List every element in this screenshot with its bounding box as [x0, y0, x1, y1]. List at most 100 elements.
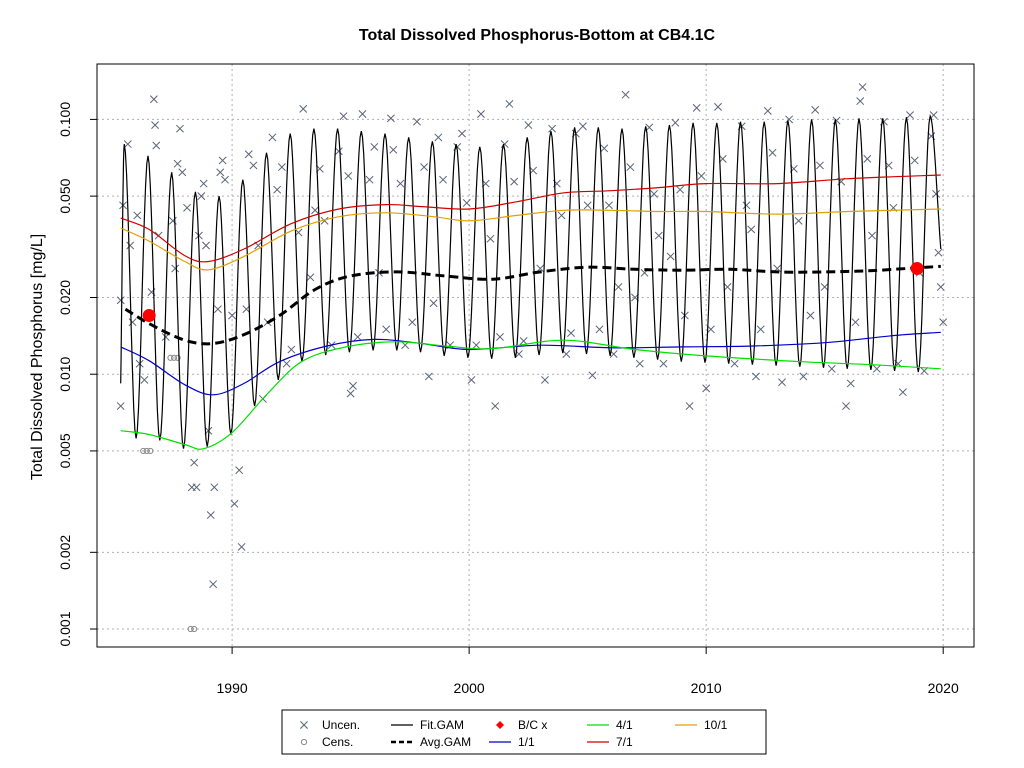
uncen-point [149, 95, 158, 104]
uncen-point [626, 163, 635, 172]
legend-label: 7/1 [616, 735, 633, 749]
uncen-point [763, 106, 772, 115]
legend-item: B/C x [496, 718, 547, 732]
uncen-point [389, 145, 398, 154]
uncen-point [311, 206, 320, 215]
x-tick-label: 2020 [928, 680, 959, 696]
y-tick-label: 0.001 [57, 611, 73, 646]
uncen-point [742, 201, 751, 210]
uncen-point [730, 359, 739, 368]
legend-item: 1/1 [489, 735, 535, 749]
legend-label: 4/1 [616, 718, 633, 732]
uncen-point [202, 241, 210, 250]
uncen-point [192, 483, 201, 492]
uncen-point [614, 283, 623, 291]
cens-point [167, 354, 174, 361]
uncen-point [600, 144, 609, 153]
uncen-point [408, 318, 417, 327]
uncen-point [277, 163, 286, 172]
legend-label: Avg.GAM [420, 735, 471, 749]
legend-item: Uncen. [300, 718, 360, 732]
uncen-point [128, 318, 137, 327]
uncen-point [939, 318, 948, 327]
legend-x-marker-icon [300, 721, 308, 729]
uncen-point [346, 389, 355, 398]
uncen-point [832, 116, 841, 125]
uncen-point [306, 273, 315, 282]
uncen-point [856, 97, 865, 106]
uncen-point [197, 192, 206, 201]
legend-item: 10/1 [675, 718, 728, 732]
legend-label: Fit.GAM [420, 718, 464, 732]
axes: 1990 2000 2010 2020 0.001 0.002 0.005 0.010 0.02… [57, 102, 959, 696]
uncen-point [858, 83, 867, 91]
uncen-point [210, 483, 219, 492]
uncen-point [320, 216, 329, 225]
grid [97, 64, 974, 647]
x-tick-label: 2010 [691, 680, 722, 696]
uncen-point [692, 103, 701, 112]
x-tick-label: 1990 [217, 680, 248, 696]
uncen-point [126, 241, 135, 250]
uncen-point [429, 299, 438, 308]
bc-point [910, 261, 924, 275]
uncen-point [213, 305, 222, 314]
y-tick-label: 0.005 [57, 433, 73, 468]
y-tick-label: 0.002 [57, 535, 73, 570]
uncen-point [218, 156, 227, 165]
uncen-point [650, 189, 658, 198]
uncen-point [228, 311, 237, 320]
uncen-point [621, 90, 630, 99]
legend-item: 4/1 [587, 718, 633, 732]
uncen-point [116, 402, 125, 411]
uncen-point [751, 372, 760, 381]
legend-label: Uncen. [322, 718, 360, 732]
uncen-point [898, 388, 907, 397]
uncen-point [235, 466, 244, 475]
uncen-point [268, 133, 277, 142]
uncen-point [282, 359, 291, 368]
uncen-point [386, 114, 395, 123]
uncen-point [851, 318, 860, 327]
uncen-point [635, 359, 644, 368]
uncen-point [510, 177, 519, 186]
uncen-point [178, 168, 187, 177]
uncen-point [365, 175, 374, 184]
uncen-point [794, 216, 803, 225]
seasonal-line-7-1 [120, 174, 941, 263]
uncen-point [756, 325, 765, 334]
uncen-point [424, 372, 433, 381]
uncen-point [936, 283, 945, 291]
uncen-point [524, 121, 533, 130]
uncen-point [244, 150, 253, 159]
legend-label: 1/1 [518, 735, 535, 749]
uncen-point [702, 384, 711, 393]
uncen-point [190, 458, 199, 467]
uncen-point [583, 201, 592, 210]
cens-point [147, 447, 154, 455]
uncen-point [605, 201, 613, 210]
seasonal-line-1-1 [120, 331, 941, 396]
legend-item: Avg.GAM [391, 735, 471, 749]
legend-label: Cens. [322, 735, 353, 749]
uncen-point [472, 341, 481, 350]
fit-gam-line [120, 113, 942, 449]
uncen-point [339, 112, 348, 121]
bc-point [142, 308, 156, 322]
uncen-point [815, 161, 824, 170]
uncen-point [820, 283, 829, 291]
uncen-point [557, 211, 566, 220]
avg-gam-line [124, 264, 941, 346]
chart-title: Total Dissolved Phosphorus-Bottom at CB4… [359, 27, 716, 44]
uncen-point [413, 117, 421, 126]
uncen-point [439, 175, 448, 184]
cens-point [191, 625, 198, 633]
uncen-point [176, 124, 184, 133]
uncen-point [706, 325, 715, 334]
uncen-point [133, 211, 142, 220]
legend-item: Fit.GAM [391, 718, 464, 732]
uncen-point [505, 99, 514, 108]
uncen-point [140, 375, 149, 384]
uncen-point [906, 111, 914, 120]
